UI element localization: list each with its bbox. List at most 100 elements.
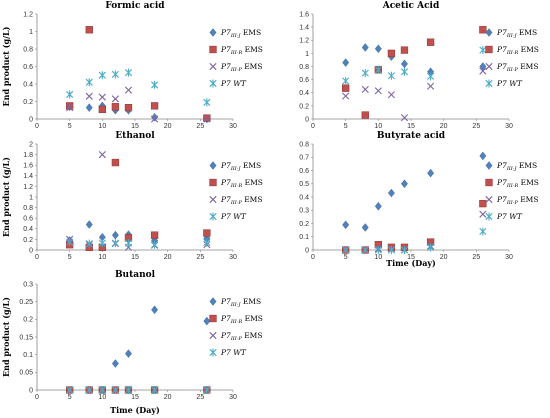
data-point bbox=[427, 243, 435, 252]
y-tick-label: 0 bbox=[29, 116, 33, 123]
x-tick-label: 0 bbox=[35, 123, 39, 130]
data-point bbox=[85, 78, 93, 87]
legend-label: P7III-R EMS bbox=[220, 314, 263, 325]
series-1 bbox=[342, 151, 487, 232]
data-point bbox=[85, 220, 93, 229]
data-point bbox=[125, 349, 132, 358]
data-point bbox=[342, 220, 350, 230]
data-point bbox=[111, 359, 119, 368]
x-tick-label: 20 bbox=[164, 123, 172, 130]
data-point bbox=[85, 239, 93, 248]
x-tick-label: 30 bbox=[229, 254, 237, 261]
y-tick-label: 1.6 bbox=[23, 163, 33, 170]
legend-marker bbox=[209, 161, 217, 170]
series-3 bbox=[66, 86, 211, 123]
y-tick-label: 0.8 bbox=[299, 141, 309, 148]
legend-label: P7 WT bbox=[496, 79, 523, 88]
data-point bbox=[151, 115, 159, 123]
data-point bbox=[374, 44, 382, 54]
legend-label: P7III-P EMS bbox=[220, 62, 263, 73]
data-point bbox=[203, 229, 211, 237]
y-tick-label: 0.05 bbox=[19, 370, 33, 377]
data-point bbox=[111, 95, 119, 103]
legend-label: P7 WT bbox=[220, 348, 247, 357]
data-point bbox=[151, 386, 159, 394]
y-tick-label: 1 bbox=[305, 51, 309, 58]
data-point bbox=[124, 68, 133, 77]
y-axis-label: End product (g/L) bbox=[1, 157, 11, 237]
series-4 bbox=[342, 46, 487, 85]
y-tick-label: 0.6 bbox=[299, 168, 309, 175]
data-point bbox=[342, 92, 350, 100]
data-point bbox=[479, 199, 487, 208]
data-point bbox=[361, 43, 369, 52]
x-tick-label: 15 bbox=[407, 254, 415, 261]
y-tick-label: 1.8 bbox=[23, 152, 33, 159]
legend-marker bbox=[485, 212, 493, 221]
legend-marker bbox=[485, 195, 493, 204]
series-2 bbox=[66, 158, 211, 251]
x-tick-label: 25 bbox=[472, 123, 480, 130]
x-tick-label: 15 bbox=[131, 123, 139, 130]
legend-label: P7 WT bbox=[496, 212, 523, 221]
x-tick-label: 25 bbox=[196, 254, 204, 261]
data-point bbox=[66, 386, 74, 394]
series-4 bbox=[66, 386, 211, 394]
y-tick-label: 1.6 bbox=[299, 11, 309, 18]
y-tick-label: 0.2 bbox=[23, 99, 33, 106]
x-tick-label: 30 bbox=[229, 394, 237, 401]
data-point bbox=[374, 201, 382, 211]
y-axis-label: End product (g/L) bbox=[1, 297, 11, 377]
legend-label: P7III-R EMS bbox=[496, 178, 539, 189]
data-point bbox=[361, 85, 369, 94]
data-point bbox=[400, 114, 409, 122]
legend-label: P7III-P EMS bbox=[496, 62, 539, 73]
legend-marker bbox=[209, 178, 217, 187]
x-axis-label: Time (Day) bbox=[110, 405, 160, 415]
y-tick-label: 0.3 bbox=[299, 208, 309, 215]
legend-marker bbox=[209, 62, 217, 71]
series-2 bbox=[66, 26, 211, 122]
data-point bbox=[479, 67, 487, 75]
data-point bbox=[427, 168, 435, 178]
data-point bbox=[124, 386, 133, 394]
y-tick-label: 0.1 bbox=[299, 234, 309, 241]
legend-marker bbox=[209, 314, 217, 323]
y-tick-label: 0.8 bbox=[23, 46, 33, 53]
data-point bbox=[203, 98, 211, 107]
series-4 bbox=[66, 68, 211, 107]
data-point bbox=[387, 246, 395, 254]
legend-marker bbox=[209, 297, 217, 306]
x-tick-label: 5 bbox=[68, 394, 72, 401]
data-point bbox=[479, 26, 487, 34]
y-tick-label: 1 bbox=[29, 29, 33, 36]
data-point bbox=[400, 246, 409, 254]
legend-label: P7III-J EMS bbox=[220, 28, 261, 39]
series-3 bbox=[342, 67, 487, 122]
data-point bbox=[342, 246, 350, 254]
y-tick-label: 2 bbox=[29, 141, 33, 148]
y-tick-label: 0.2 bbox=[23, 317, 33, 324]
data-point bbox=[124, 239, 133, 248]
data-point bbox=[111, 70, 119, 79]
legend-label: P7III-R EMS bbox=[220, 45, 263, 56]
data-point bbox=[387, 188, 395, 198]
chart-panel-4: Butyrate acid 0 0.1 0.2 0.3 0.4 0.5 0.6 0.7 0.8 0 5… bbox=[299, 131, 539, 268]
series-4 bbox=[66, 238, 211, 249]
data-point bbox=[150, 231, 159, 239]
y-tick-label: 0.15 bbox=[19, 334, 33, 341]
legend-marker bbox=[485, 45, 493, 54]
legend-label: P7III-J EMS bbox=[220, 161, 261, 172]
data-point bbox=[342, 84, 350, 92]
data-point bbox=[98, 386, 106, 394]
x-tick-label: 25 bbox=[472, 254, 480, 261]
y-tick-label: 0.5 bbox=[299, 181, 309, 188]
y-tick-label: 0.8 bbox=[23, 205, 33, 212]
data-point bbox=[479, 210, 487, 218]
data-point bbox=[342, 76, 350, 85]
y-tick-label: 1.4 bbox=[23, 173, 33, 180]
data-point bbox=[203, 238, 211, 247]
x-tick-label: 5 bbox=[68, 123, 72, 130]
